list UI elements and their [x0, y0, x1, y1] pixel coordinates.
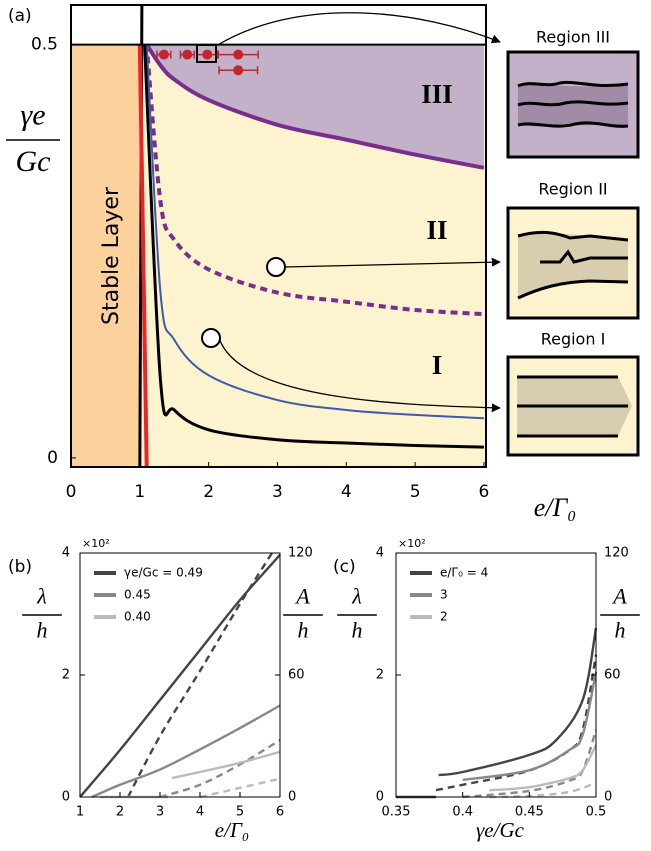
axis-label-denominator: h	[352, 618, 363, 643]
line	[143, 44, 484, 449]
line	[91, 704, 281, 799]
panel-label: (c)	[333, 557, 356, 577]
stable-region	[71, 44, 140, 468]
y-tick-label: 4	[376, 546, 384, 561]
x-tick-label: 3	[272, 482, 283, 502]
y-tick-label: 4	[62, 546, 70, 561]
fill-layer	[71, 44, 486, 468]
x-tick-label: 1	[76, 805, 84, 820]
y-tick-label: 2	[376, 668, 384, 683]
dashed-line	[199, 777, 281, 799]
y2-tick-label: 60	[288, 668, 305, 683]
panel-label: (b)	[8, 557, 32, 577]
line	[79, 554, 281, 798]
y-tick-label: 0	[47, 448, 58, 468]
x-tick-label: 1	[134, 482, 145, 502]
legend-label: γe/Gc = 0.49	[124, 566, 203, 580]
x-tick-label: 0.45	[515, 805, 544, 820]
region-label: II	[426, 215, 447, 245]
line	[137, 44, 149, 468]
y2-tick-label: 0	[604, 790, 612, 805]
y2-tick-label: 120	[288, 546, 313, 561]
line	[489, 744, 598, 792]
axis-label-denominator: h	[615, 618, 626, 643]
x-tick-label: 6	[276, 805, 284, 820]
x-tick-label: 2	[116, 805, 124, 820]
x-axis-label: e/Γ₀	[215, 818, 249, 842]
x-tick-label: 0.5	[586, 805, 607, 820]
data-point	[233, 49, 244, 60]
axis-label-numerator: λ	[36, 584, 47, 609]
dashed-line	[159, 739, 281, 799]
region-label: III	[421, 79, 453, 109]
axis-label-numerator: λ	[351, 584, 362, 609]
x-tick-label: 5	[410, 482, 421, 502]
inset-title: Region II	[538, 180, 607, 199]
x-tick-label: 0	[66, 482, 77, 502]
plot-frame	[395, 552, 597, 798]
dashed-line	[462, 729, 598, 799]
axis-label-numerator: A	[611, 584, 627, 609]
line	[171, 750, 281, 780]
x-axis-label: γe/Gc	[476, 818, 525, 842]
x-tick-label: 2	[203, 482, 214, 502]
stable-layer-label: Stable Layer	[99, 186, 124, 325]
line	[145, 43, 485, 170]
x-tick-label: 3	[156, 805, 164, 820]
axis-label-numerator: A	[294, 584, 310, 609]
dashed-line	[144, 44, 485, 317]
y2-tick-label: 120	[604, 546, 629, 561]
legend-label: 0.45	[124, 588, 151, 602]
inset-region-2	[506, 206, 640, 320]
data-point	[233, 65, 244, 76]
y-tick-label: 0	[62, 790, 70, 805]
x-tick-label: 4	[196, 805, 204, 820]
x-tick-label: 4	[341, 482, 352, 502]
inset-region-1	[506, 355, 640, 457]
data-point	[158, 49, 169, 60]
line	[462, 671, 598, 782]
connectors	[196, 12, 501, 413]
y-tick-label: 2	[62, 668, 70, 683]
region-label: I	[432, 350, 443, 380]
axis-label-denominator: h	[298, 618, 309, 643]
line	[145, 44, 484, 420]
inset-region-3	[506, 50, 640, 159]
y2-tick-label: 60	[604, 668, 621, 683]
plot-frame	[70, 4, 487, 468]
data-point	[202, 49, 213, 60]
y2-tick-label: 0	[288, 790, 296, 805]
axis-label-denominator: Gc	[16, 145, 51, 178]
inset-title: Region III	[536, 28, 610, 47]
x-axis-label: e/Γ₀	[534, 493, 577, 522]
x-tick-label: 6	[479, 482, 490, 502]
inset-title: Region I	[541, 330, 606, 349]
y-multiplier: ×10²	[398, 537, 426, 550]
dashed-line	[126, 552, 274, 798]
x-tick-label: 0.4	[452, 805, 473, 820]
y-tick-label: 0	[376, 790, 384, 805]
y-multiplier: ×10²	[82, 537, 110, 550]
y-tick-label: 0.5	[31, 35, 58, 55]
panel-label: (a)	[8, 6, 32, 26]
x-tick-label: 5	[236, 805, 244, 820]
line	[438, 627, 598, 777]
axis-label-denominator: h	[37, 618, 48, 643]
legend-label: 0.40	[124, 610, 151, 624]
data-point	[182, 49, 193, 60]
legend-label: e/Γ₀ = 4	[440, 566, 488, 580]
axis-label-numerator: γe	[20, 98, 45, 131]
legend-label: 2	[440, 610, 448, 624]
x-tick-label: 0.35	[382, 805, 411, 820]
region-3-fill	[146, 44, 484, 168]
legend-label: 3	[440, 588, 448, 602]
